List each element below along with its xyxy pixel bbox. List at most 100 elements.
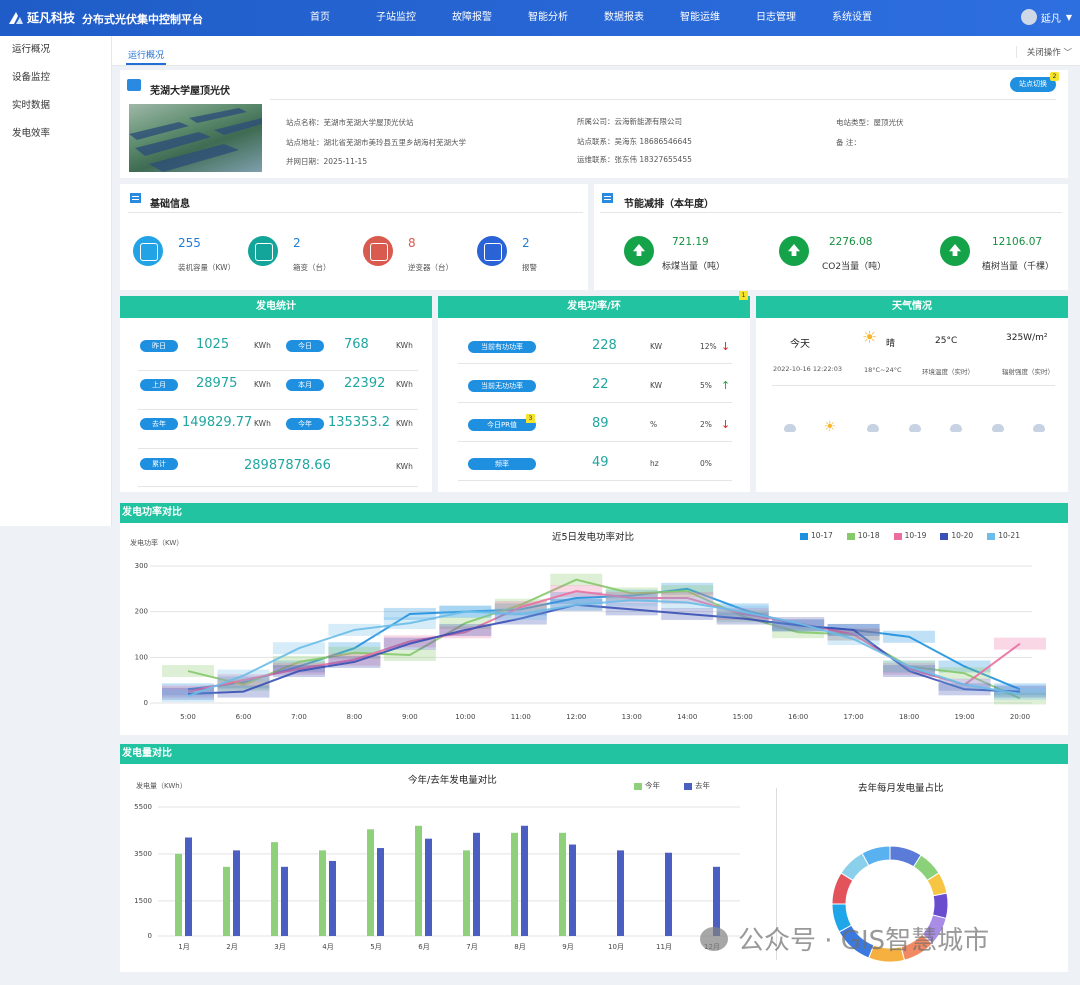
top-bar: 延凡科技 分布式光伏集中控制平台 首页 子站监控 故障报警 智能分析 数据报表 … [0, 0, 1080, 36]
x-tick-label: 19:00 [954, 713, 974, 721]
weather-card: 天气情况 今天 ☀ 晴 25°C 325W/m² 2022-10-16 12:2… [756, 296, 1068, 492]
legend-label: 10-18 [857, 531, 880, 540]
bar-今年 [559, 832, 566, 936]
series-point [494, 598, 547, 611]
pie-title: 去年每月发电量占比 [858, 783, 944, 794]
donut-slice-4月[interactable] [932, 892, 949, 920]
legend-item[interactable]: 10-19 [893, 531, 926, 540]
series-point [272, 655, 325, 668]
power-card: 发电功率/环 1 当前有功功率 228 KW 12% ↓ 当前无功功率 22 KW 5% ↑ 今日P… [438, 291, 750, 492]
series-point [383, 649, 436, 662]
x-tick-label: 1月 [178, 943, 189, 951]
power-tag: 今日PR值 [468, 419, 536, 431]
chart-divider [776, 788, 777, 960]
nav-analysis[interactable]: 智能分析 [528, 12, 568, 23]
monthly-donut-chart [831, 845, 949, 963]
donut-slice-12月[interactable] [861, 845, 891, 867]
sidebar-item-overview[interactable]: 运行概况 [12, 44, 51, 55]
cloud-icon [784, 424, 796, 432]
legend-item[interactable]: 10-20 [940, 531, 973, 540]
nav-maintenance[interactable]: 智能运维 [680, 12, 720, 23]
x-tick-label: 18:00 [899, 713, 919, 721]
cloud-icon [908, 424, 921, 432]
bar-今年 [319, 850, 326, 936]
series-point [328, 642, 381, 655]
trend-arrow-icon: ↑ [721, 379, 731, 392]
series-point [162, 690, 214, 703]
legend-item[interactable]: 10-18 [846, 531, 880, 540]
coal-label: 标煤当量（吨） [662, 262, 726, 272]
transformer-icon [248, 236, 278, 266]
nav-log[interactable]: 日志管理 [756, 12, 796, 23]
weather-temp: 25°C [935, 336, 958, 346]
series-point [938, 667, 991, 680]
y-tick-label: 300 [135, 562, 148, 570]
series-point [716, 612, 769, 625]
tree-label: 植树当量（千棵） [982, 262, 1055, 272]
x-tick-label: 7月 [466, 943, 477, 951]
tree-icon [940, 236, 970, 266]
legend-item[interactable]: 10-21 [987, 531, 1020, 540]
bar-legend: 今年 去年 [634, 780, 734, 791]
x-tick-label: 7:00 [291, 713, 307, 721]
close-ops-button[interactable]: 关闭操作 ﹀ [1015, 46, 1072, 58]
nav-settings[interactable]: 系统设置 [832, 12, 872, 23]
solar-panels-image [129, 108, 262, 172]
legend-item[interactable]: 10-17 [800, 531, 833, 540]
series-point [772, 619, 825, 632]
series-point [550, 598, 603, 611]
stat-tag: 今年 [286, 418, 324, 430]
stat-tag: 累计 [140, 458, 178, 470]
co2-icon [779, 236, 809, 266]
power-unit: KW [650, 381, 663, 390]
power-tag: 当前无功功率 [468, 380, 536, 392]
power-tag: 频率 [468, 458, 536, 470]
legend-item[interactable]: 今年 [634, 781, 660, 790]
series-point [272, 665, 325, 678]
inverter-icon [363, 236, 393, 266]
inverter-value: 8 [408, 236, 416, 250]
x-tick-label: 11:00 [511, 713, 531, 721]
sidebar-item-device[interactable]: 设备监控 [12, 72, 51, 83]
logo[interactable]: 延凡科技 [8, 9, 75, 26]
station-field-address: 站点地址：湖北省芜湖市美玲县五里乡胡海村芜湖大学 [286, 138, 466, 147]
series-point [661, 607, 714, 620]
wechat-icon [700, 926, 728, 951]
energy-saving-card: 节能减排（本年度） 721.19 标煤当量（吨） 2276.08 CO2当量（吨… [594, 184, 1068, 290]
station-divider [270, 99, 1056, 100]
sidebar-item-efficiency[interactable]: 发电效率 [12, 128, 51, 139]
series-point [827, 633, 880, 646]
capacity-icon [133, 236, 163, 266]
series-point [716, 605, 769, 618]
coal-icon [624, 236, 654, 266]
nav-substation[interactable]: 子站监控 [376, 12, 416, 23]
sidebar-item-realtime[interactable]: 实时数据 [12, 100, 51, 111]
x-tick-label: 17:00 [844, 713, 864, 721]
x-tick-label: 11月 [656, 943, 672, 951]
stat-unit: KWh [396, 341, 413, 350]
user-menu[interactable]: 延凡 ▼ [1020, 9, 1072, 25]
station-switch-button[interactable]: 站点切换 2 [1010, 72, 1059, 92]
series-point [439, 623, 492, 636]
inverter-label: 逆变器（台） [408, 263, 453, 272]
watermark-text: 公众号 · GIS智慧城市 [738, 926, 990, 956]
x-tick-label: 9:00 [402, 713, 418, 721]
series-point [772, 626, 825, 639]
station-field-contact: 站点联系：吴海东 18686546645 [577, 137, 692, 146]
power-pct: 5% [700, 381, 712, 390]
legend-item[interactable]: 去年 [684, 781, 710, 790]
nav-home[interactable]: 首页 [310, 12, 330, 23]
series-point [883, 660, 936, 673]
line-chart-ylabel: 发电功率（KW） [130, 539, 184, 547]
x-tick-label: 3月 [274, 943, 285, 951]
legend-swatch [893, 532, 902, 540]
nav-report[interactable]: 数据报表 [604, 12, 644, 23]
stat-unit: KWh [254, 380, 271, 389]
tab-overview[interactable]: 运行概况 [126, 48, 167, 65]
power-compare-card: 0 100 200 300 5:00 6:00 7:00 8:00 9:00 10:00 11:00… [120, 523, 1068, 735]
series-point [494, 601, 547, 614]
nav-alarm[interactable]: 故障报警 [452, 12, 492, 23]
series-point [383, 607, 436, 620]
cloud-icon [1033, 424, 1045, 432]
bar-去年 [521, 825, 528, 936]
